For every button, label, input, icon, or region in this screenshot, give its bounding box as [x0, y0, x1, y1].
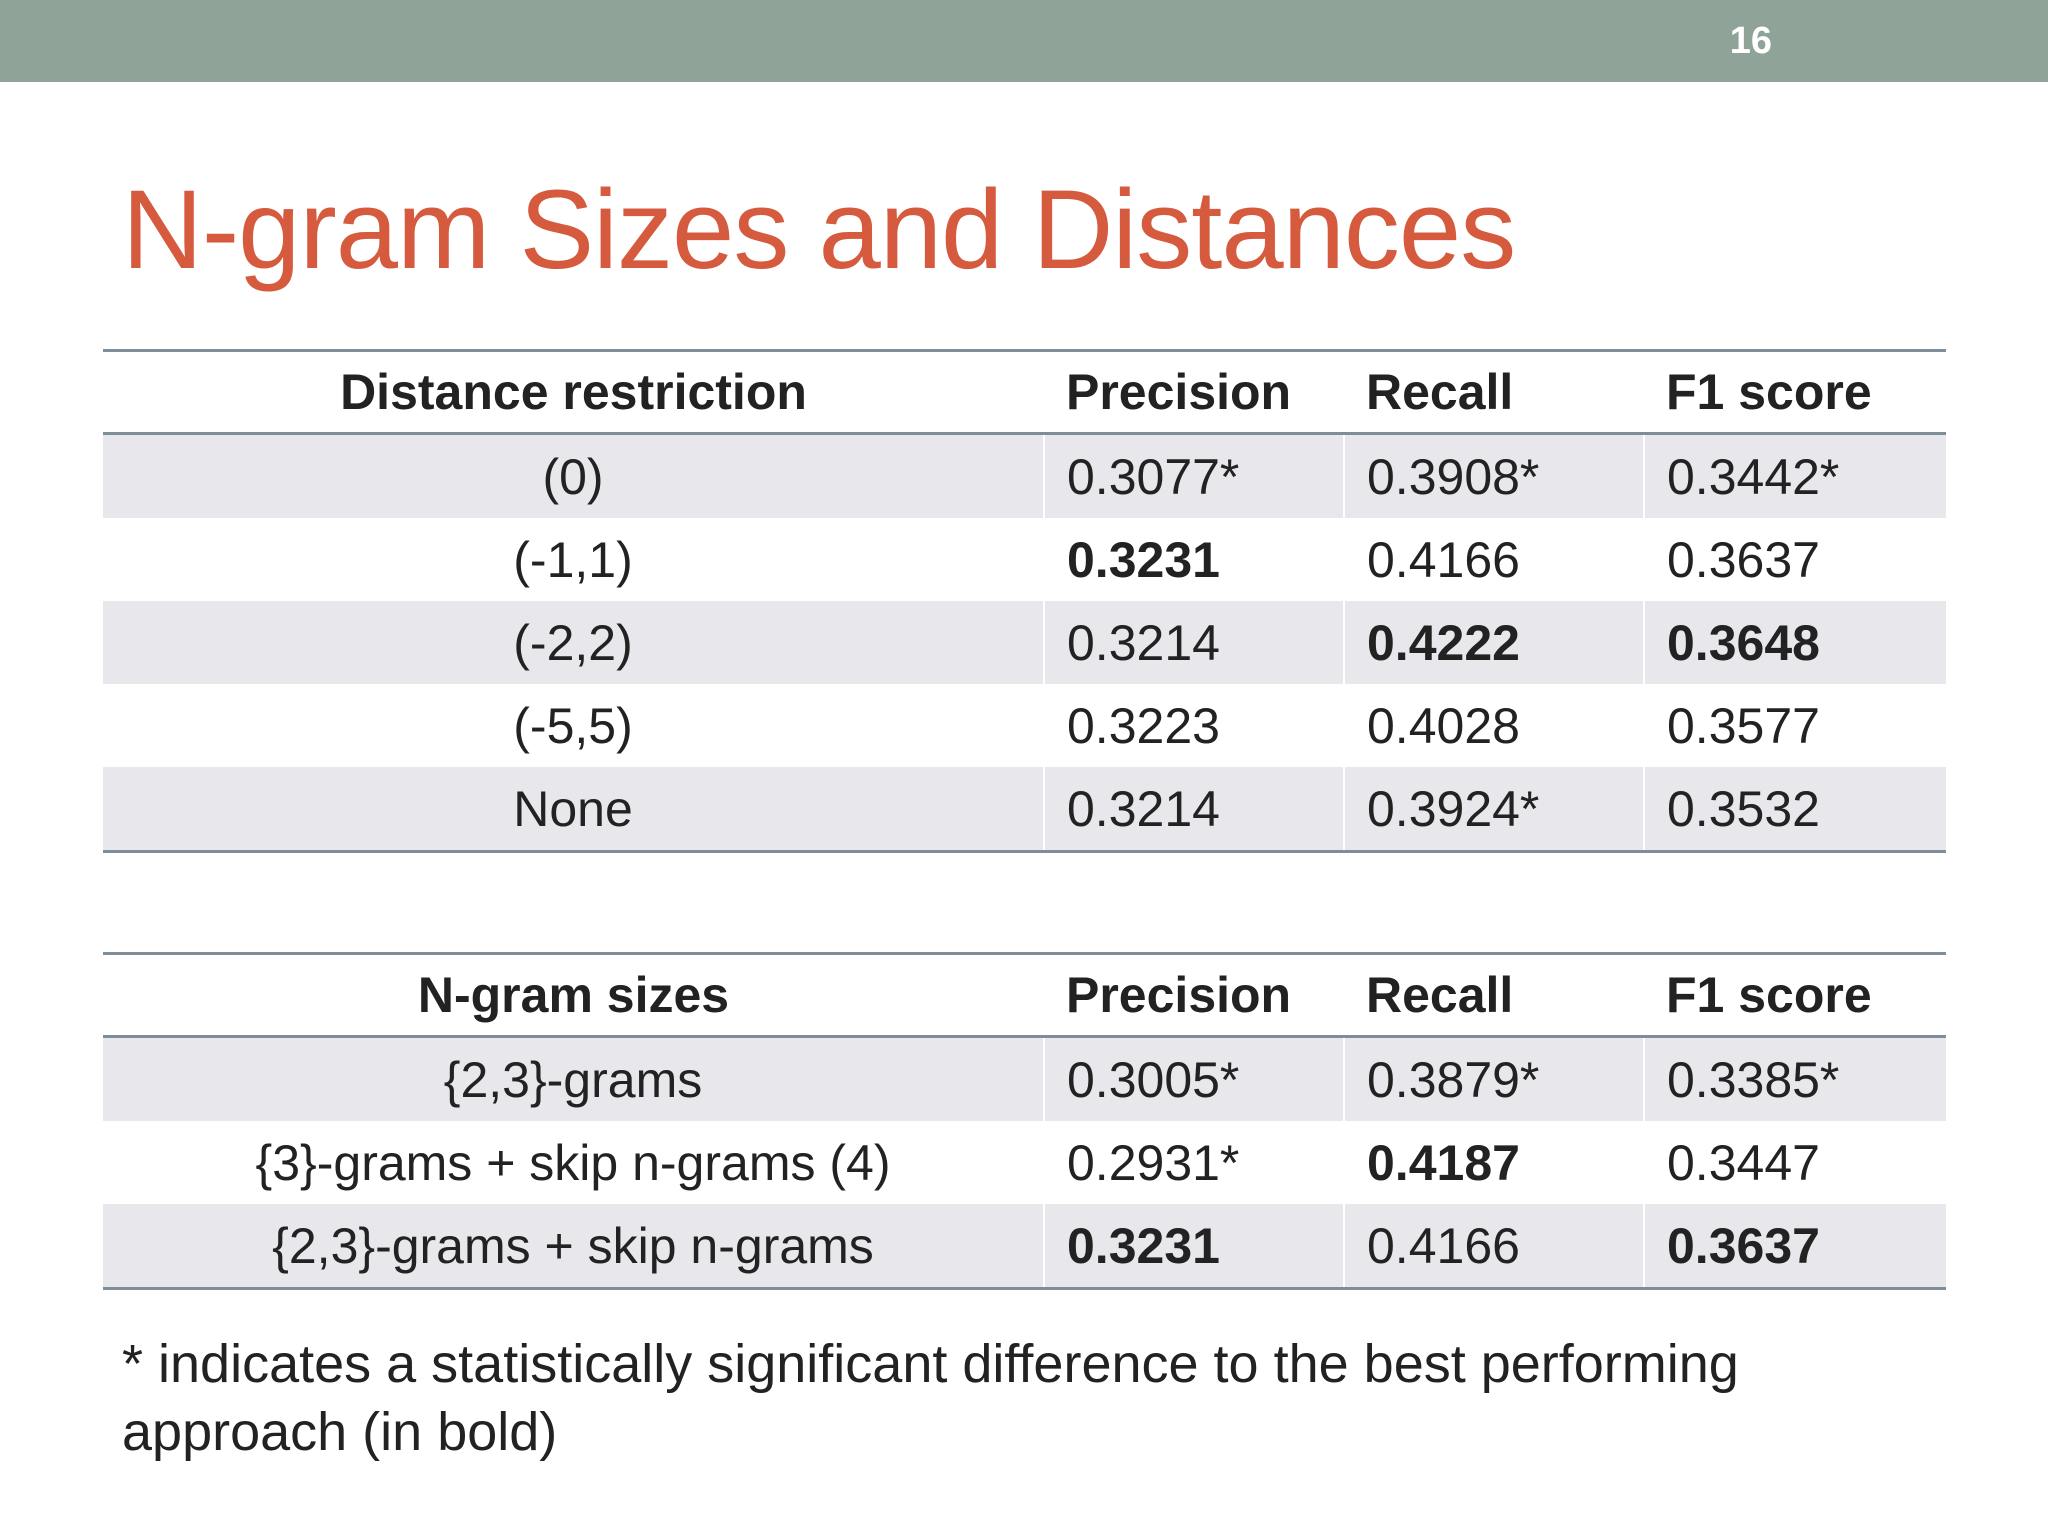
f1-cell: 0.3648: [1644, 601, 1946, 684]
table-row: {2,3}-grams 0.3005* 0.3879* 0.3385*: [103, 1036, 1946, 1121]
ngram-sizes-table: N-gram sizes Precision Recall F1 score {…: [103, 952, 1946, 1290]
row-label: (0): [103, 433, 1045, 518]
precision-cell: 0.3214: [1044, 767, 1345, 853]
row-label: (-2,2): [103, 601, 1045, 684]
column-header: Precision: [1044, 349, 1344, 435]
recall-cell: 0.4166: [1344, 518, 1645, 601]
table-row: (-5,5) 0.3223 0.4028 0.3577: [103, 684, 1946, 767]
column-header: Distance restriction: [103, 349, 1044, 435]
table-header-row: N-gram sizes Precision Recall F1 score: [103, 952, 1946, 1038]
precision-cell: 0.3223: [1044, 684, 1345, 767]
f1-cell: 0.3637: [1644, 1204, 1946, 1290]
row-label: (-1,1): [103, 518, 1045, 601]
table-row: None 0.3214 0.3924* 0.3532: [103, 767, 1946, 853]
recall-cell: 0.4187: [1344, 1121, 1645, 1204]
column-header: Precision: [1044, 952, 1344, 1038]
recall-cell: 0.4166: [1344, 1204, 1645, 1290]
f1-cell: 0.3442*: [1644, 433, 1946, 518]
recall-cell: 0.3908*: [1344, 433, 1645, 518]
slide-header-bar: 16: [0, 0, 2048, 82]
table-row: {2,3}-grams + skip n-grams 0.3231 0.4166…: [103, 1204, 1946, 1290]
recall-cell: 0.4028: [1344, 684, 1645, 767]
column-header: Recall: [1344, 349, 1644, 435]
precision-cell: 0.3077*: [1044, 433, 1345, 518]
significance-footnote: * indicates a statistically significant …: [122, 1334, 1739, 1462]
table-row: (0) 0.3077* 0.3908* 0.3442*: [103, 433, 1946, 518]
column-header: F1 score: [1644, 349, 1946, 435]
column-header: F1 score: [1644, 952, 1946, 1038]
row-label: {2,3}-grams: [103, 1036, 1045, 1121]
recall-cell: 0.3879*: [1344, 1036, 1645, 1121]
distance-restriction-table: Distance restriction Precision Recall F1…: [103, 349, 1946, 853]
slide-title: N-gram Sizes and Distances: [122, 167, 1516, 292]
f1-cell: 0.3577: [1667, 697, 1820, 754]
f1-cell: 0.3447: [1667, 1134, 1820, 1191]
table-row: {3}-grams + skip n-grams (4) 0.2931* 0.4…: [103, 1121, 1946, 1204]
f1-cell: 0.3532: [1644, 767, 1946, 853]
precision-cell: 0.3214: [1044, 601, 1345, 684]
slide-number: 16: [1729, 20, 1772, 62]
precision-cell: 0.3005*: [1044, 1036, 1345, 1121]
table-row: (-2,2) 0.3214 0.4222 0.3648: [103, 601, 1946, 684]
f1-cell: 0.3637: [1667, 531, 1820, 588]
recall-cell: 0.4222: [1344, 601, 1645, 684]
precision-cell: 0.2931*: [1044, 1121, 1345, 1204]
recall-cell: 0.3924*: [1344, 767, 1645, 853]
precision-cell: 0.3231: [1044, 1204, 1345, 1290]
row-label: {3}-grams + skip n-grams (4): [103, 1121, 1045, 1204]
table-row: (-1,1) 0.3231 0.4166 0.3637: [103, 518, 1946, 601]
row-label: {2,3}-grams + skip n-grams: [103, 1204, 1045, 1290]
column-header: N-gram sizes: [103, 952, 1044, 1038]
table-header-row: Distance restriction Precision Recall F1…: [103, 349, 1946, 435]
f1-cell: 0.3385*: [1644, 1036, 1946, 1121]
precision-cell: 0.3231: [1044, 518, 1345, 601]
column-header: Recall: [1344, 952, 1644, 1038]
row-label: None: [103, 767, 1045, 853]
row-label: (-5,5): [103, 684, 1045, 767]
